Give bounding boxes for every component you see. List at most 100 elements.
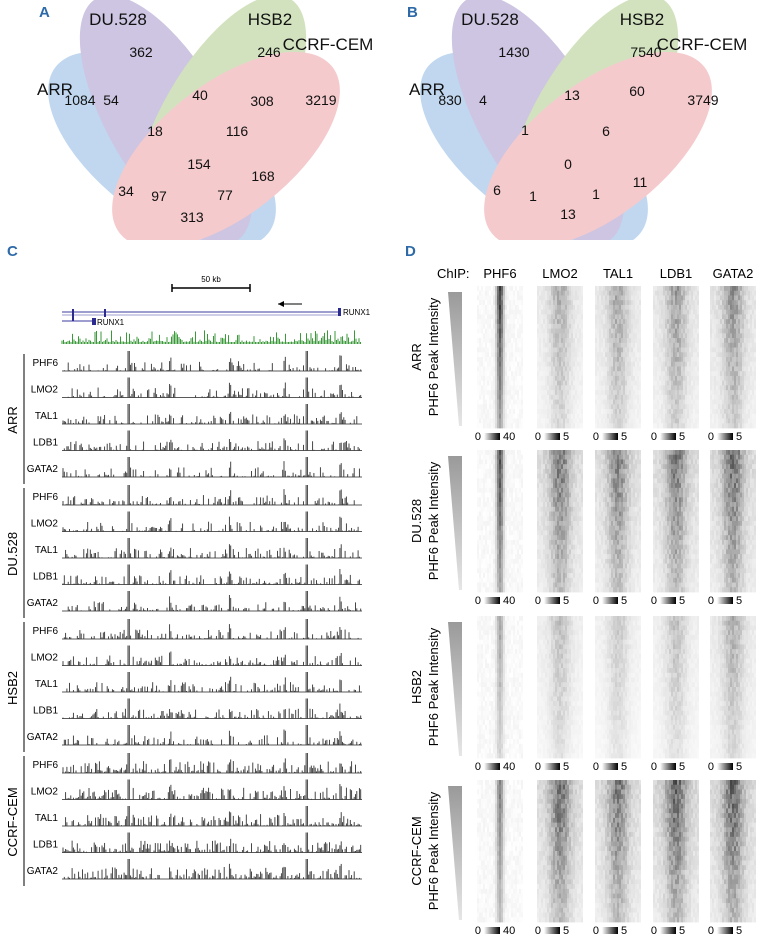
signal-track	[62, 859, 362, 880]
signal-track	[62, 672, 362, 693]
venn-a-count: 97	[151, 188, 167, 204]
scale-min: 0	[708, 595, 714, 607]
track-label: PHF6	[32, 760, 58, 771]
track-label: LDB1	[33, 572, 58, 583]
scale-max: 5	[679, 761, 685, 773]
track-label: TAL1	[35, 545, 59, 556]
genome-browser-tracks: 50 kb RUNX1 RUNX1 ARR PHF6 LMO2 TAL1 LDB1 GAT…	[5, 275, 370, 886]
scale-max: 5	[563, 761, 569, 773]
venn-b-ccrf-ellipse	[484, 51, 712, 240]
scale-max: 40	[503, 595, 515, 607]
track-label: GATA2	[27, 464, 59, 475]
track-label: TAL1	[35, 813, 59, 824]
venn-a-count: 246	[257, 44, 281, 60]
venn-b-count: 6	[493, 182, 501, 198]
signal-track	[62, 485, 362, 506]
venn-a-count: 77	[217, 187, 233, 203]
signal-track	[62, 351, 362, 372]
track-group: HSB2 PHF6 LMO2 TAL1 LDB1 GATA2	[5, 619, 362, 752]
color-scale: 0 40	[475, 431, 515, 443]
color-scale: 0 40	[475, 925, 515, 937]
heatmap	[537, 616, 583, 759]
gene-model	[62, 308, 341, 325]
heatmap-column-header: TAL1	[603, 266, 633, 281]
signal-track	[62, 645, 362, 666]
heatmap-row-cell-label: CCRF-CEM	[409, 816, 424, 885]
heatmap-column-header: PHF6	[483, 266, 516, 281]
heatmap-row-cell-label: DU.528	[409, 499, 424, 543]
scale-max: 5	[563, 925, 569, 937]
venn-a-label-hsb: HSB2	[248, 10, 292, 29]
venn-a-count: 168	[251, 168, 275, 184]
heatmap	[595, 450, 641, 593]
heatmap	[653, 616, 699, 759]
signal-track	[62, 377, 362, 398]
track-group-label: ARR	[5, 406, 20, 433]
venn-b-label-ccrf: CCRF-CEM	[657, 35, 748, 54]
venn-b-count: 1	[529, 188, 537, 204]
venn-a-count: 362	[129, 44, 153, 60]
scale-min: 0	[708, 925, 714, 937]
scale-min: 0	[651, 431, 657, 443]
signal-track	[62, 430, 362, 451]
heatmap	[537, 780, 583, 923]
venn-b-count: 3749	[687, 92, 718, 108]
scale-max: 5	[679, 925, 685, 937]
venn-b-label-du: DU.528	[461, 10, 519, 29]
peak-intensity-wedge	[448, 622, 462, 756]
venn-b-count: 11	[633, 174, 648, 190]
gene-label-runx1-left: RUNX1	[97, 318, 125, 327]
heatmap	[653, 780, 699, 923]
scale-min: 0	[535, 595, 541, 607]
scale-max: 40	[503, 925, 515, 937]
heatmap	[537, 286, 583, 429]
venn-b-count: 1430	[498, 44, 529, 60]
scale-max: 5	[736, 925, 742, 937]
venn-a-count: 3219	[305, 92, 336, 108]
heatmap	[537, 450, 583, 593]
track-label: LMO2	[31, 787, 59, 798]
venn-b-count: 6	[602, 123, 610, 139]
gene-label-runx1-right: RUNX1	[343, 308, 370, 317]
scale-max: 40	[503, 431, 515, 443]
signal-track	[62, 591, 362, 612]
scale-min: 0	[593, 595, 599, 607]
track-label: LDB1	[33, 706, 58, 717]
venn-b-count: 7540	[630, 44, 661, 60]
track-label: GATA2	[27, 598, 59, 609]
heatmap-row-sort-label: PHF6 Peak Intensity	[426, 627, 441, 746]
scale-max: 5	[621, 595, 627, 607]
track-label: LMO2	[31, 385, 59, 396]
signal-track	[62, 753, 362, 774]
signal-track	[62, 457, 362, 478]
scale-min: 0	[593, 431, 599, 443]
heatmap-row-sort-label: PHF6 Peak Intensity	[426, 791, 441, 910]
track-label: LDB1	[33, 840, 58, 851]
signal-track	[62, 832, 362, 853]
panel-letter-b: B	[407, 4, 418, 21]
scale-min: 0	[475, 595, 481, 607]
chip-heatmaps: ChIP: PHF6 LMO2 TAL1 LDB1 GATA2 ARR PHF6 Peak…	[409, 266, 756, 937]
track-group: CCRF-CEM PHF6 LMO2 TAL1 LDB1 GATA2	[5, 753, 362, 886]
conservation-track	[61, 330, 361, 344]
venn-b-count: 13	[560, 206, 576, 222]
scale-min: 0	[708, 761, 714, 773]
venn-a-label-arr: ARR	[37, 80, 73, 99]
track-label: GATA2	[27, 732, 59, 743]
scale-min: 0	[535, 925, 541, 937]
scale-max: 5	[621, 761, 627, 773]
scale-min: 0	[475, 431, 481, 443]
track-group: ARR PHF6 LMO2 TAL1 LDB1 GATA2	[5, 351, 362, 484]
heatmap	[710, 780, 756, 923]
